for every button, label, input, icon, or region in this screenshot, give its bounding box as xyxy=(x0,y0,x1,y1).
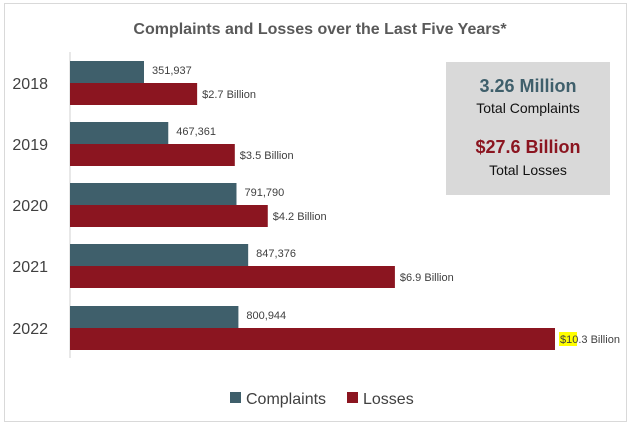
bar-complaints-2019 xyxy=(70,122,169,144)
legend-label-losses: Losses xyxy=(363,391,414,408)
bar-complaints-2020 xyxy=(70,183,237,205)
label-losses-2020: $4.2 Billion xyxy=(273,211,327,223)
year-label-2019: 2019 xyxy=(12,137,48,154)
bars-group: 2018 351,937 $2.7 Billion 2019 467,361 $3.5 B… xyxy=(12,52,620,358)
label-complaints-2018: 351,937 xyxy=(152,65,192,77)
label-complaints-2021: 847,376 xyxy=(256,248,296,260)
bar-complaints-2021 xyxy=(70,244,249,266)
label-highlight xyxy=(559,332,577,346)
total-complaints-label: Total Complaints xyxy=(476,100,580,116)
legend-label-complaints: Complaints xyxy=(246,391,326,408)
total-complaints-value: 3.26 Million xyxy=(479,76,576,96)
year-label-2018: 2018 xyxy=(12,76,48,93)
year-label-2022: 2022 xyxy=(12,321,48,338)
bar-complaints-2022 xyxy=(70,306,239,328)
bar-losses-2019 xyxy=(70,144,235,166)
label-complaints-2020: 791,790 xyxy=(244,187,284,199)
bar-losses-2020 xyxy=(70,205,268,227)
bar-losses-2022 xyxy=(70,328,555,350)
label-losses-2019: $3.5 Billion xyxy=(240,150,294,162)
label-complaints-2022: 800,944 xyxy=(246,310,286,322)
bar-losses-2021 xyxy=(70,266,395,288)
legend-swatch-complaints xyxy=(230,392,241,403)
bar-complaints-2018 xyxy=(70,61,144,83)
label-losses-2021: $6.9 Billion xyxy=(400,272,454,284)
total-losses-label: Total Losses xyxy=(489,162,567,178)
year-label-2020: 2020 xyxy=(12,198,48,215)
bar-losses-2018 xyxy=(70,83,198,105)
label-complaints-2019: 467,361 xyxy=(176,126,216,138)
label-losses-2022: $10.3 Billion xyxy=(560,334,620,346)
year-label-2021: 2021 xyxy=(12,259,48,276)
chart-title: Complaints and Losses over the Last Five… xyxy=(133,21,507,38)
legend-swatch-losses xyxy=(347,392,358,403)
total-losses-value: $27.6 Billion xyxy=(475,137,580,157)
summary-box xyxy=(446,62,610,195)
label-losses-2018: $2.7 Billion xyxy=(202,89,256,101)
